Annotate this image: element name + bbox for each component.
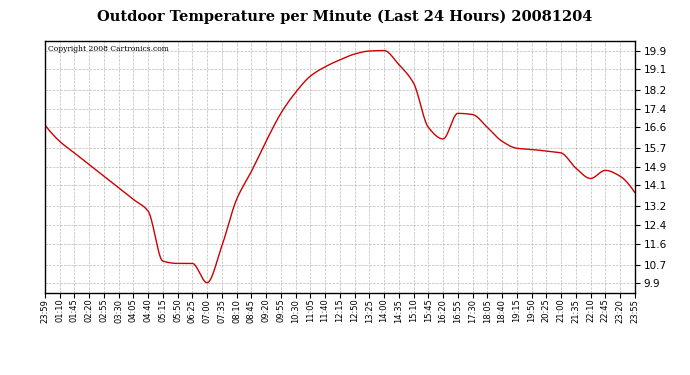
Text: Outdoor Temperature per Minute (Last 24 Hours) 20081204: Outdoor Temperature per Minute (Last 24 … bbox=[97, 9, 593, 24]
Text: Copyright 2008 Cartronics.com: Copyright 2008 Cartronics.com bbox=[48, 45, 168, 53]
